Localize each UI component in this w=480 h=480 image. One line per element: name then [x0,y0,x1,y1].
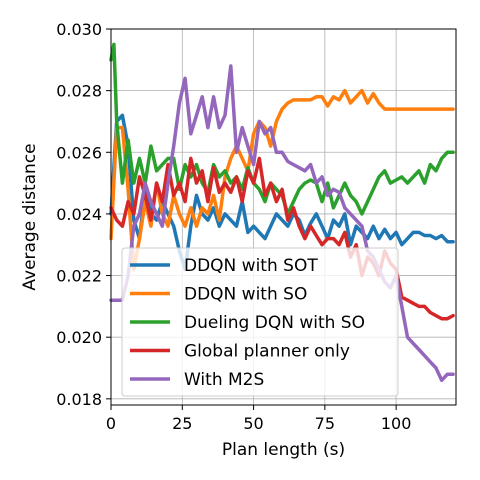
y-tick-label: 0.018 [56,390,102,409]
legend-label: Dueling DQN with SO [184,313,365,333]
x-tick-label: 0 [106,414,116,433]
x-tick-label: 100 [381,414,412,433]
y-tick-label: 0.028 [56,82,102,101]
series-line-2 [109,88,455,272]
y-tick-label: 0.024 [56,205,102,224]
legend-label: Global planner only [184,342,350,362]
legend-label: With M2S [184,370,264,390]
legend-label: DDQN with SO [184,285,307,305]
legend-label: DDQN with SOT [184,256,318,276]
x-tick-label: 50 [243,414,263,433]
y-axis-ticks: 0.018 0.020 0.022 0.024 0.026 0.028 0.030 [56,20,111,409]
y-tick-label: 0.030 [56,20,102,39]
series-line-1 [109,113,455,272]
x-tick-label: 75 [315,414,335,433]
legend-box [121,247,399,397]
y-axis-label: Average distance [20,143,40,290]
y-tick-label: 0.026 [56,143,102,162]
x-axis-ticks: 0 25 50 75 100 [106,405,411,433]
plot-frame [110,28,457,406]
legend: DDQN with SOT DDQN with SO Dueling DQN wit… [121,247,399,397]
x-axis-label: Plan length (s) [222,440,345,460]
y-tick-label: 0.022 [56,267,102,286]
y-tick-label: 0.020 [56,328,102,347]
x-tick-label: 25 [172,414,192,433]
